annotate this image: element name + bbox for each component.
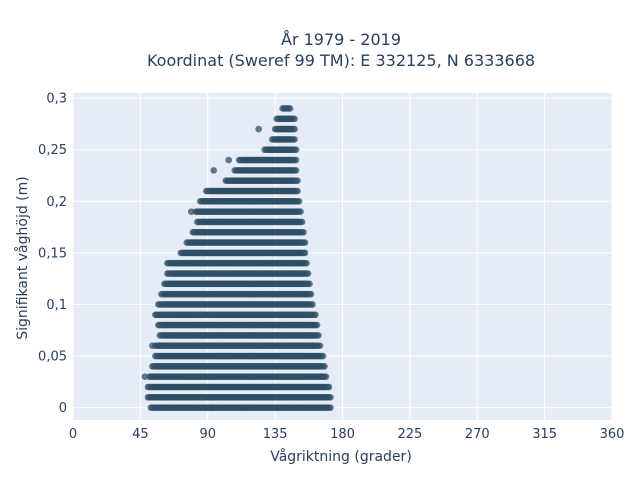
y-tick-label: 0,3	[46, 92, 67, 107]
data-point	[321, 363, 328, 370]
data-point	[207, 404, 215, 411]
data-point	[149, 342, 156, 350]
data-points	[141, 105, 334, 411]
x-tick-label: 270	[465, 427, 490, 442]
data-point	[292, 167, 300, 174]
data-point	[291, 125, 298, 133]
data-point	[300, 228, 307, 236]
data-point	[322, 373, 330, 380]
data-point	[238, 404, 246, 411]
chart-title-line2: Koordinat (Sweref 99 TM): E 332125, N 63…	[147, 51, 535, 70]
data-point	[303, 259, 310, 267]
data-point	[235, 156, 243, 164]
data-point	[225, 156, 233, 164]
y-tick-label: 0,15	[38, 246, 67, 261]
data-point	[327, 394, 334, 401]
data-point	[210, 167, 218, 174]
chart-title-line1: År 1979 - 2019	[281, 30, 401, 49]
data-point	[255, 125, 262, 133]
x-axis-ticks: 0 45 90 135 180 225 270 315 360	[69, 427, 625, 442]
x-tick-label: 45	[132, 427, 149, 442]
data-point	[312, 311, 319, 319]
data-point	[294, 177, 301, 184]
x-tick-label: 360	[600, 427, 625, 442]
data-point	[301, 249, 309, 257]
x-tick-label: 315	[532, 427, 557, 442]
data-point	[187, 208, 195, 215]
x-tick-label: 90	[199, 427, 216, 442]
data-point	[313, 321, 321, 329]
data-point	[292, 156, 300, 164]
y-axis-title: Signifikant våghöjd (m)	[14, 176, 31, 339]
grid-lines	[72, 93, 613, 420]
data-point	[141, 373, 149, 380]
data-point	[286, 105, 294, 112]
data-point	[309, 301, 316, 308]
data-point	[315, 332, 322, 339]
data-point	[327, 404, 334, 411]
x-tick-label: 135	[263, 427, 288, 442]
data-point	[307, 290, 315, 298]
x-tick-label: 225	[397, 427, 422, 442]
y-tick-label: 0,25	[38, 143, 67, 158]
data-point	[325, 383, 333, 391]
x-tick-label: 180	[330, 427, 355, 442]
y-tick-label: 0,1	[46, 298, 67, 313]
y-axis-ticks: 0 0,05 0,1 0,15 0,2 0,25 0,3	[38, 92, 67, 416]
data-point	[152, 311, 159, 319]
data-point	[306, 280, 313, 288]
data-point	[205, 208, 213, 215]
data-point	[294, 187, 301, 195]
data-point	[295, 198, 303, 205]
data-point	[316, 342, 324, 350]
data-point	[304, 270, 312, 277]
y-tick-label: 0,2	[46, 195, 67, 210]
data-point	[291, 115, 298, 123]
data-point	[291, 136, 298, 143]
x-axis-title: Vågriktning (grader)	[270, 448, 412, 465]
data-point	[319, 352, 327, 360]
x-tick-label: 0	[69, 427, 77, 442]
y-tick-label: 0	[59, 401, 67, 416]
data-point	[301, 239, 309, 246]
y-tick-label: 0,05	[38, 350, 67, 365]
data-point	[292, 146, 300, 154]
data-point	[298, 218, 306, 226]
data-point	[297, 208, 304, 215]
